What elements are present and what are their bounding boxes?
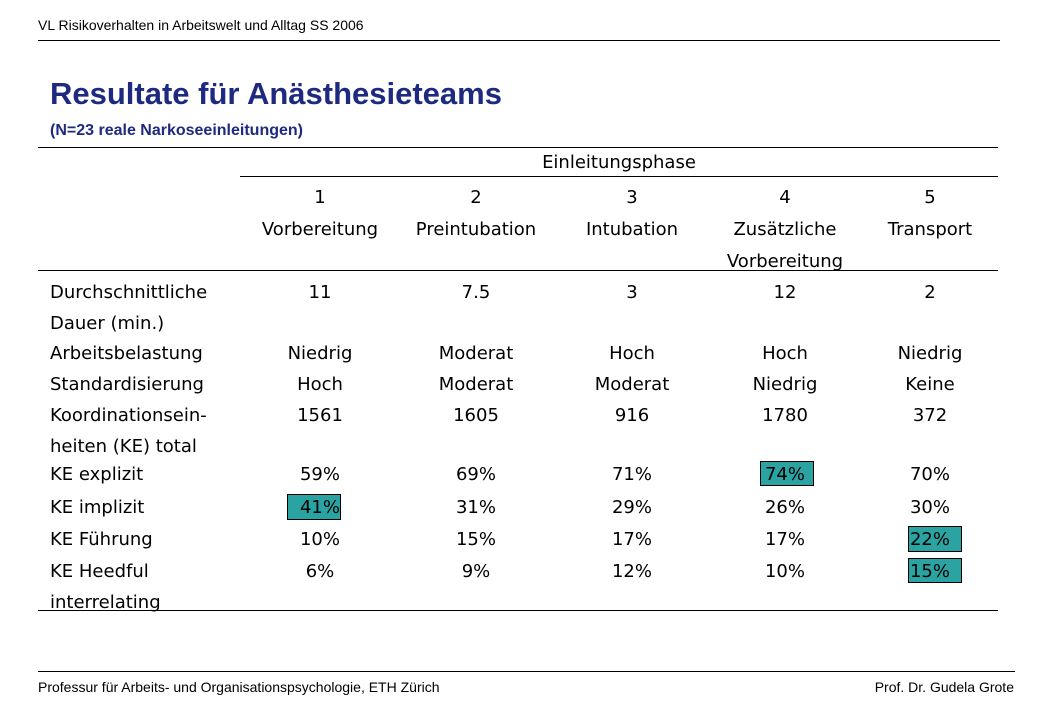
- phase-name: Zusätzliche: [733, 219, 837, 240]
- table-cell: Moderat: [438, 374, 514, 395]
- row-label: KE Führung: [50, 529, 153, 550]
- table-cell: 3: [626, 282, 638, 303]
- table-cell: 26%: [764, 497, 805, 518]
- table-cell: 916: [614, 405, 650, 426]
- footer-author: Prof. Dr. Gudela Grote: [874, 679, 1014, 695]
- table-cell: 7.5: [461, 282, 491, 303]
- table-cell: 29%: [611, 497, 652, 518]
- table-cell-highlighted: 74%: [764, 464, 805, 485]
- table-cell: 70%: [909, 464, 950, 485]
- table-cell: 15%: [455, 529, 496, 550]
- table-cell: 9%: [461, 561, 491, 582]
- highlight-box-ke-heedful-5: [908, 558, 962, 583]
- table-cell: 71%: [611, 464, 652, 485]
- table-cell: 31%: [455, 497, 496, 518]
- phase-name: Transport: [887, 219, 973, 240]
- table-cell: 69%: [455, 464, 496, 485]
- table-cell: Niedrig: [897, 343, 963, 364]
- table-cell: 59%: [299, 464, 340, 485]
- table-cell-highlighted: 22%: [909, 529, 950, 550]
- table-cell: 11: [308, 282, 332, 303]
- phase-num: 1: [314, 187, 326, 208]
- table-cell: Keine: [905, 374, 955, 395]
- row-label: Dauer (min.): [50, 313, 165, 334]
- table-cell-highlighted: 15%: [909, 561, 950, 582]
- phase-name: Vorbereitung: [261, 219, 379, 240]
- phase-num: 4: [779, 187, 791, 208]
- table-bottom-rule: [38, 610, 998, 611]
- table-cell: 10%: [299, 529, 340, 550]
- table-cell: Hoch: [609, 343, 655, 364]
- table-cell: 10%: [764, 561, 805, 582]
- phase-num: 3: [626, 187, 638, 208]
- row-label: KE Heedful: [50, 561, 149, 582]
- table-cell: Niedrig: [287, 343, 353, 364]
- phase-name: Intubation: [585, 219, 679, 240]
- highlight-box-ke-explizit-4: [760, 461, 814, 486]
- table-cell-highlighted: 41%: [299, 497, 340, 518]
- table-cell: 12: [773, 282, 797, 303]
- course-header: VL Risikoverhalten in Arbeitswelt und Al…: [38, 17, 364, 33]
- table-cell: 6%: [305, 561, 335, 582]
- phase-num: 5: [924, 187, 936, 208]
- footer-rule: [38, 671, 1015, 672]
- slide-title: Resultate für Anästhesieteams: [50, 76, 502, 111]
- table-cell: Hoch: [297, 374, 343, 395]
- row-label: KE implizit: [50, 497, 145, 518]
- row-label: heiten (KE) total: [50, 436, 197, 457]
- table-cell: Niedrig: [752, 374, 818, 395]
- row-label: Koordinationsein-: [50, 405, 207, 426]
- table-cell: 1561: [297, 405, 343, 426]
- table-cell: Moderat: [438, 343, 514, 364]
- slide-subtitle: (N=23 reale Narkoseeinleitungen): [50, 122, 303, 139]
- group-header-rule: [240, 176, 998, 177]
- row-label: KE explizit: [50, 464, 144, 485]
- group-header: Einleitungsphase: [542, 152, 696, 173]
- header-bottom-rule: [38, 270, 998, 271]
- header-rule: [38, 40, 1000, 41]
- table-cell: 372: [912, 405, 948, 426]
- table-cell: 17%: [764, 529, 805, 550]
- highlight-box-ke-fuehrung-5: [908, 526, 962, 552]
- table-cell: 17%: [611, 529, 652, 550]
- footer-institution: Professur für Arbeits- und Organisations…: [38, 679, 440, 695]
- table-cell: 30%: [909, 497, 950, 518]
- table-cell: 12%: [611, 561, 652, 582]
- table-cell: Moderat: [594, 374, 670, 395]
- phase-num: 2: [470, 187, 482, 208]
- row-label: Standardisierung: [50, 374, 204, 395]
- row-label: Durchschnittliche: [50, 282, 208, 303]
- row-label: interrelating: [50, 592, 161, 613]
- phase-name: Preintubation: [415, 219, 537, 240]
- row-label: Arbeitsbelastung: [50, 343, 203, 364]
- table-cell: 1605: [453, 405, 499, 426]
- table-cell: Hoch: [762, 343, 808, 364]
- table-cell: 1780: [762, 405, 808, 426]
- phase-name-line2: Vorbereitung: [726, 251, 844, 272]
- table-cell: 2: [924, 282, 936, 303]
- table-top-rule: [38, 147, 998, 148]
- highlight-box-ke-implizit-1: [287, 494, 341, 520]
